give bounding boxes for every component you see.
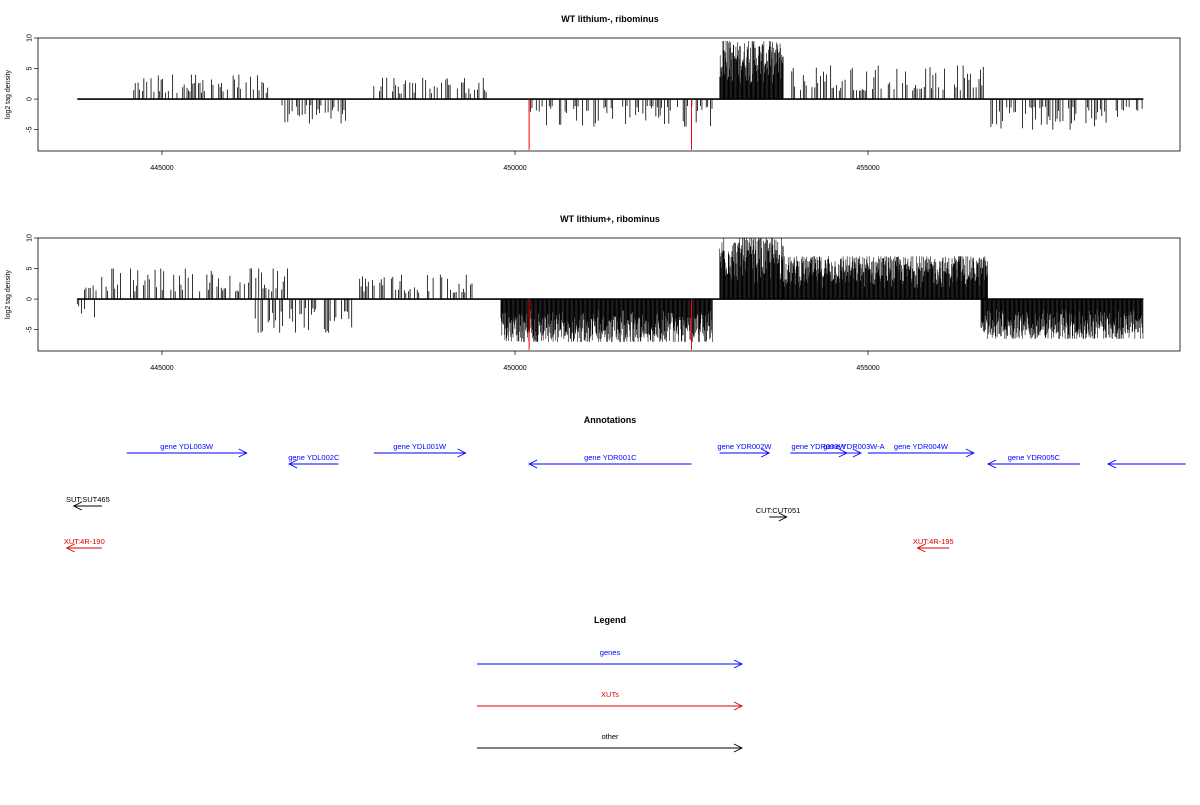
legend-arrow-head	[733, 659, 744, 669]
feature-arrow-head	[965, 448, 975, 458]
feature-gene: gene YDL003W	[126, 442, 248, 458]
annotations-track: Annotations gene YDL003W gene YDL002C gene …	[64, 415, 1186, 553]
feature-arrow-head	[916, 543, 926, 553]
feature-label: gene YDR001C	[584, 453, 637, 462]
feature-arrow-head	[1107, 459, 1117, 469]
y-tick-label: 10	[27, 34, 34, 42]
feature-gene: gene YDR005C	[987, 453, 1080, 469]
feature-arrow-head	[72, 501, 82, 511]
y-tick-label: 0	[27, 97, 34, 101]
track-panel-2: WT lithium+, ribominus log2 tag density 10…	[5, 214, 1181, 372]
feature-label: gene YDL003W	[160, 442, 214, 451]
feature-label: gene YDR005C	[1008, 453, 1061, 462]
track-panel-1: WT lithium-, ribominus log2 tag density 10…	[5, 14, 1181, 172]
feature-arrow-head	[528, 459, 538, 469]
x-tick-label: 445000	[150, 165, 173, 172]
feature-gene: gene YDR002W	[717, 442, 772, 458]
legend-item-other: other	[477, 732, 744, 753]
y-tick-label: 5	[27, 266, 34, 270]
feature-gene: gene YDR003W-A	[823, 442, 885, 458]
feature-xut: XUT:4R-195	[913, 537, 954, 553]
feature-arrow-head	[778, 512, 788, 522]
feature-xut: XUT:4R-190	[64, 537, 105, 553]
x-tick-label: 455000	[856, 365, 879, 372]
feature-label: gene YDR004W	[894, 442, 949, 451]
density-bars	[133, 41, 1143, 130]
y-tick-label: -5	[27, 126, 34, 132]
feature-gene: gene YDL001W	[373, 442, 467, 458]
annotations-title: Annotations	[584, 415, 637, 425]
feature-arrow-head	[987, 459, 997, 469]
feature-label: XUT:4R-190	[64, 537, 105, 546]
feature-other: CUT:CUT051	[756, 506, 801, 522]
feature-arrow-head	[760, 448, 771, 458]
feature-label: CUT:CUT051	[756, 506, 801, 515]
legend: Legend genes XUTs other	[477, 615, 744, 753]
x-tick-label: 445000	[150, 365, 173, 372]
legend-item-xut: XUTs	[477, 690, 744, 711]
feature-gene: gene YDR001C	[528, 453, 692, 469]
feature-arrow-head	[457, 448, 467, 458]
plot-frame	[37, 37, 1181, 152]
y-tick-label: 10	[27, 234, 34, 242]
feature-label: gene YDL001W	[393, 442, 447, 451]
x-tick-label: 450000	[503, 165, 526, 172]
feature-label: gene YDR003W	[792, 442, 847, 451]
feature-label: gene YDR002W	[717, 442, 772, 451]
feature-label: gene YDR003W-A	[823, 442, 884, 451]
plot-frame	[37, 237, 1181, 352]
legend-label: other	[601, 732, 619, 741]
legend-title: Legend	[594, 615, 626, 625]
feature-arrow-head	[238, 448, 248, 458]
feature-label: XUT:4R-195	[913, 537, 954, 546]
feature-arrow-head	[288, 459, 298, 469]
feature-gene: gene YDL002C	[288, 453, 340, 469]
track-title: WT lithium+, ribominus	[560, 214, 660, 224]
feature-gene: gene YDR004W	[868, 442, 975, 458]
feature-arrow-head	[65, 543, 75, 553]
legend-label: genes	[600, 648, 621, 657]
y-axis-label: log2 tag density	[5, 69, 12, 119]
y-tick-label: 5	[27, 66, 34, 70]
x-tick-label: 450000	[503, 365, 526, 372]
y-tick-label: 0	[27, 297, 34, 301]
density-bars	[76, 238, 1144, 342]
legend-arrow-head	[733, 743, 744, 753]
legend-item-gene: genes	[477, 648, 744, 669]
x-tick-label: 455000	[856, 165, 879, 172]
legend-label: XUTs	[601, 690, 619, 699]
track-title: WT lithium-, ribominus	[561, 14, 659, 24]
feature-other: SUT:SUT465	[66, 495, 110, 511]
legend-arrow-head	[733, 701, 744, 711]
y-tick-label: -5	[27, 326, 34, 332]
feature-arrow-head	[852, 448, 862, 458]
feature-label: gene YDL002C	[288, 453, 340, 462]
feature-label: SUT:SUT465	[66, 495, 110, 504]
feature-gene	[1107, 459, 1186, 469]
y-axis-label: log2 tag density	[5, 269, 12, 319]
